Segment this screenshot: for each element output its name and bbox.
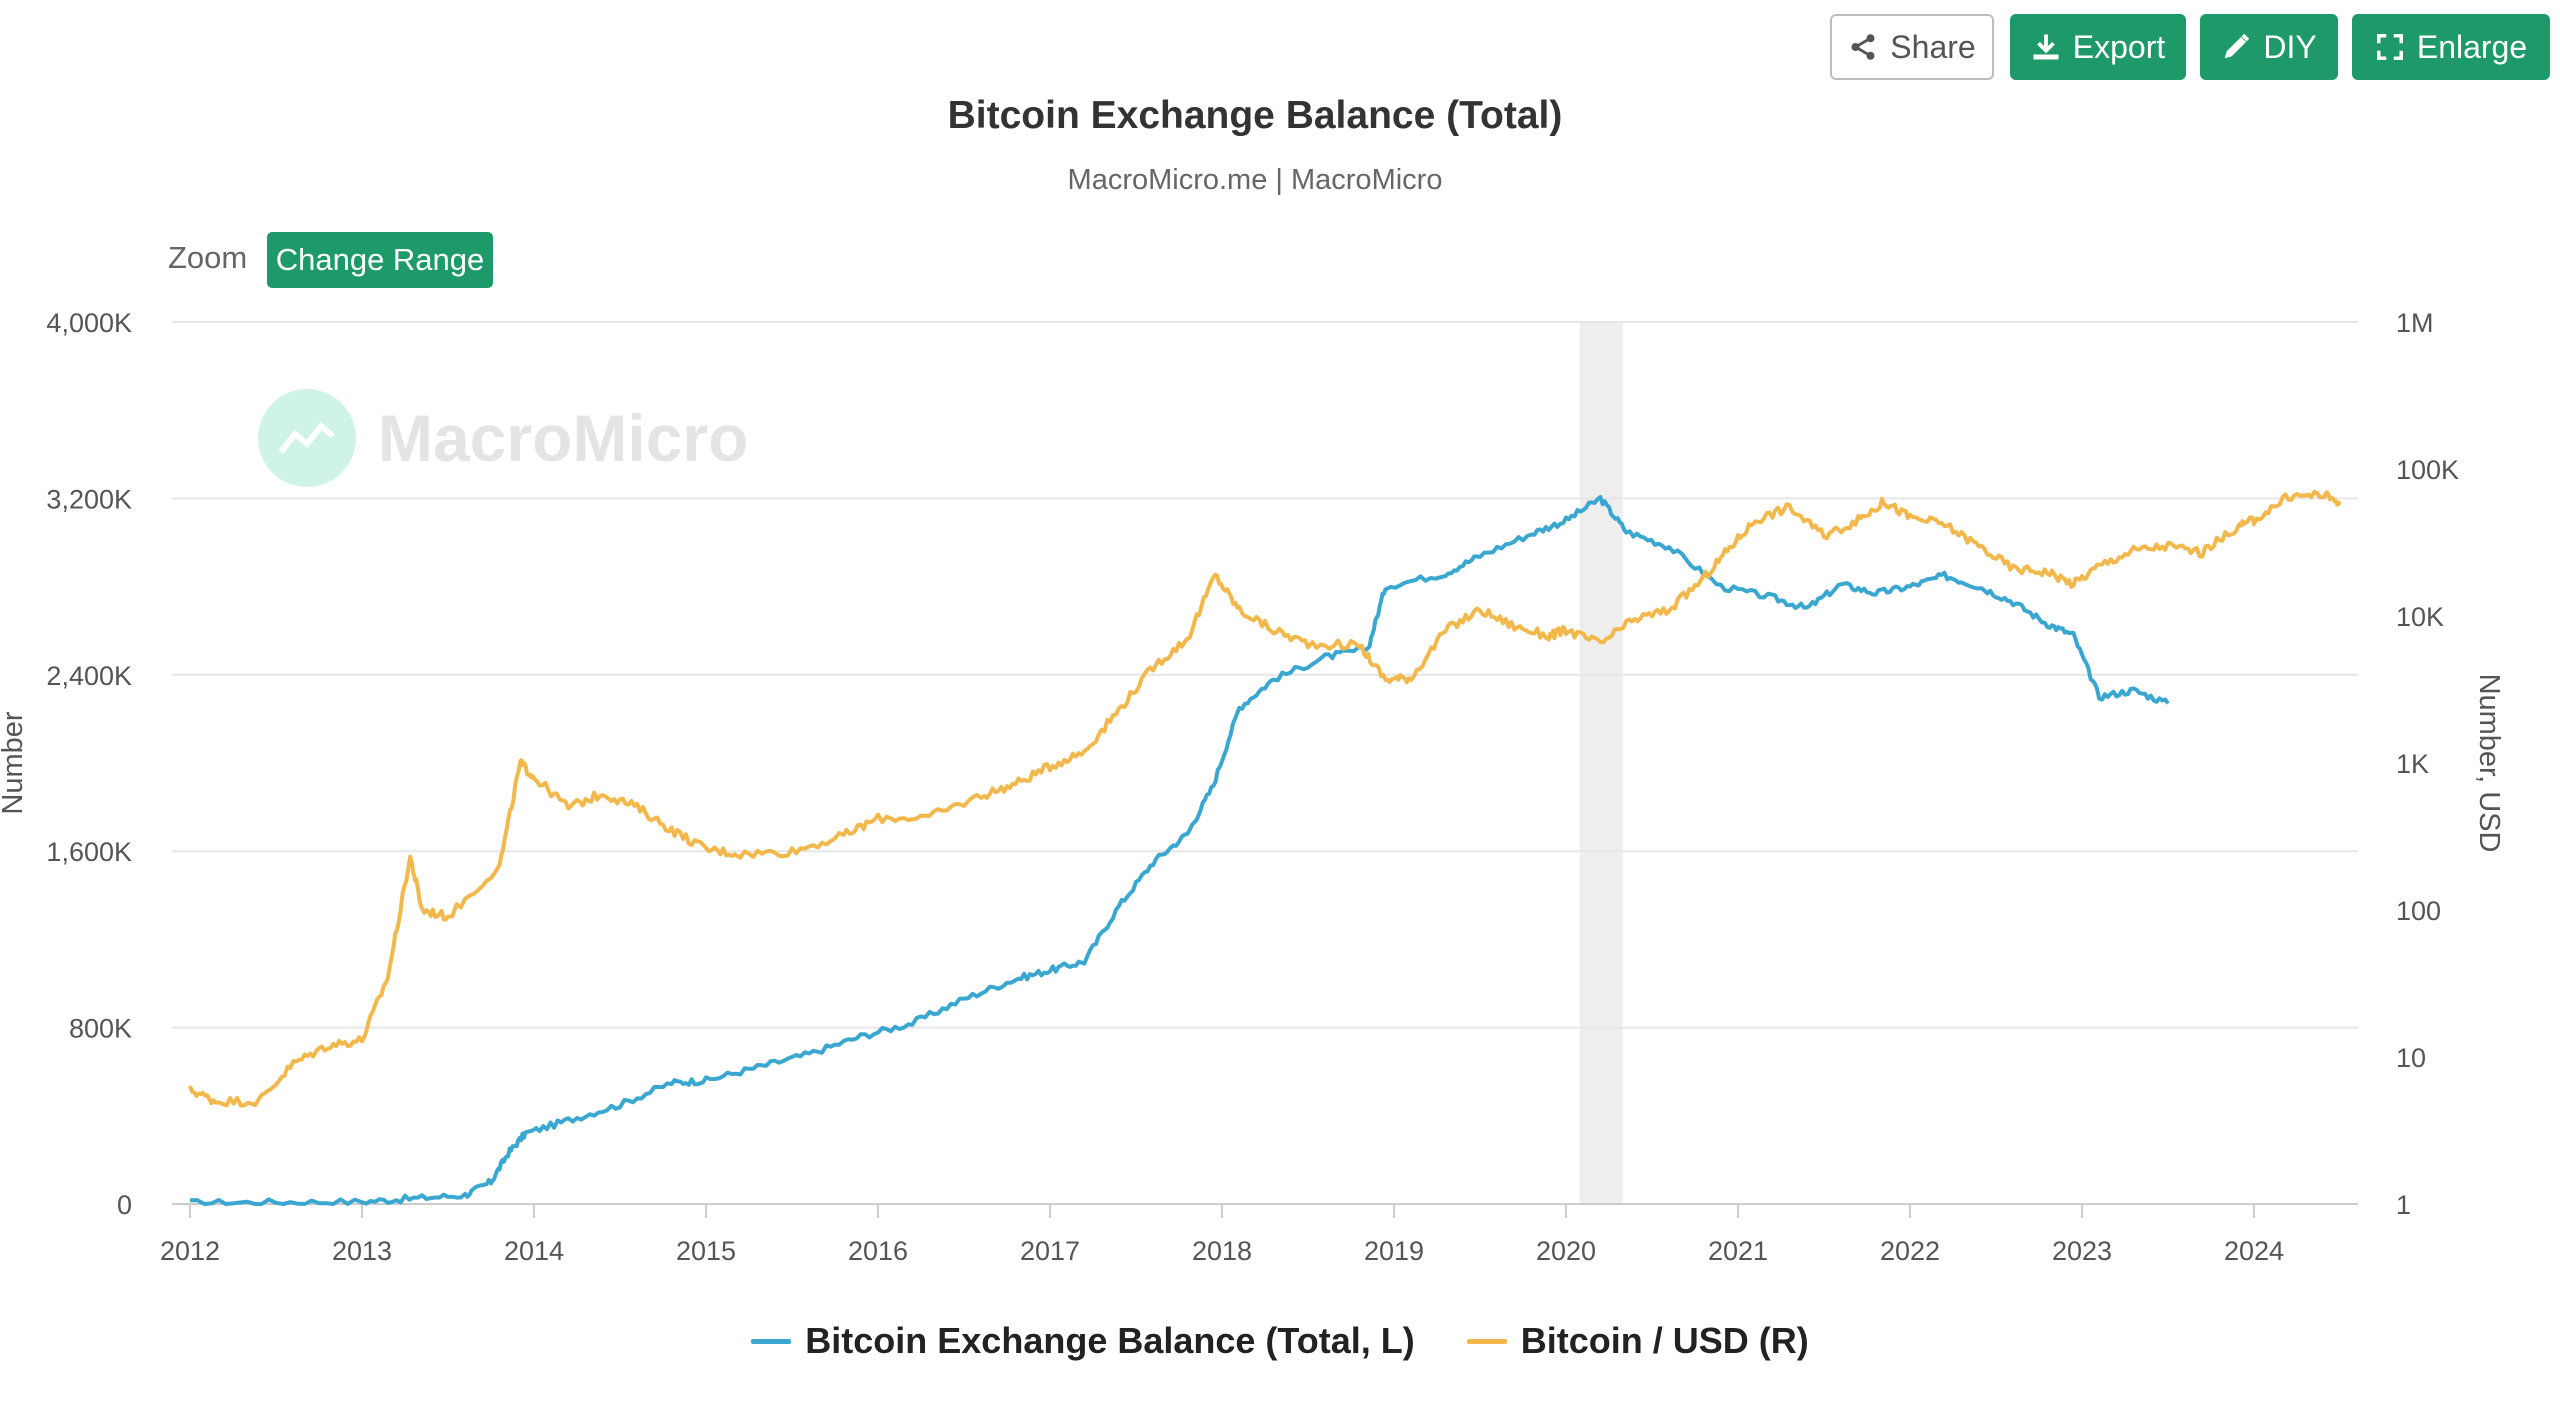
pencil-icon bbox=[2225, 33, 2250, 59]
legend-swatch-balance bbox=[751, 1338, 792, 1344]
right-tick-label: 1K bbox=[2396, 749, 2429, 779]
fullscreen-icon bbox=[2376, 34, 2403, 60]
legend-label-balance: Bitcoin Exchange Balance (Total, L) bbox=[805, 1320, 1415, 1361]
x-tick-label: 2018 bbox=[1192, 1236, 1252, 1266]
enlarge-label: Enlarge bbox=[2416, 28, 2528, 65]
download-icon bbox=[2033, 34, 2059, 60]
right-axis-title: Number, USD bbox=[2473, 674, 2505, 853]
left-tick-label: 4,000K bbox=[46, 308, 132, 338]
right-tick-label: 10 bbox=[2396, 1043, 2426, 1073]
share-label: Share bbox=[1890, 28, 1976, 65]
right-tick-label: 1 bbox=[2396, 1190, 2411, 1220]
right-tick-label: 100 bbox=[2396, 896, 2441, 926]
left-tick-label: 3,200K bbox=[46, 484, 132, 514]
x-tick-label: 2012 bbox=[160, 1236, 220, 1266]
chart-title: Bitcoin Exchange Balance (Total) bbox=[947, 94, 1563, 137]
x-tick-label: 2024 bbox=[2224, 1236, 2284, 1266]
right-tick-label: 100K bbox=[2396, 455, 2459, 485]
chart-toolbar: Share Export DIY Enlarge bbox=[1830, 14, 2560, 84]
chart-canvas: 0 800K 1,600K 2,400K 3,200K 4,000K 1 10 100 1K 10K… bbox=[0, 308, 2505, 1266]
x-tick-label: 2013 bbox=[332, 1236, 392, 1266]
chart-subtitle: MacroMicro.me | MacroMicro bbox=[1067, 164, 1443, 196]
export-button[interactable]: Export bbox=[2010, 14, 2186, 80]
macromicro-logo-icon bbox=[258, 389, 356, 487]
diy-button[interactable]: DIY bbox=[2200, 14, 2338, 80]
export-label: Export bbox=[2072, 28, 2166, 65]
x-tick-label: 2021 bbox=[1708, 1236, 1768, 1266]
series-line-price bbox=[188, 490, 2342, 1108]
chart-legend: Bitcoin Exchange Balance (Total, L) Bitc… bbox=[0, 1320, 2560, 1362]
x-tick-label: 2017 bbox=[1020, 1236, 1080, 1266]
change-range-button[interactable]: Change Range bbox=[267, 232, 493, 288]
share-button[interactable]: Share bbox=[1830, 14, 1994, 80]
x-tick-label: 2022 bbox=[1880, 1236, 1940, 1266]
diy-label: DIY bbox=[2263, 28, 2317, 65]
legend-swatch-price bbox=[1466, 1338, 1507, 1344]
shaded-period bbox=[1579, 322, 1623, 1204]
series-line-balance bbox=[189, 495, 2170, 1206]
share-icon bbox=[1851, 34, 1875, 60]
x-tick-label: 2023 bbox=[2052, 1236, 2112, 1266]
zoom-label: Zoom bbox=[168, 240, 248, 275]
legend-label-price: Bitcoin / USD (R) bbox=[1520, 1320, 1809, 1361]
watermark-text: MacroMicro bbox=[378, 401, 749, 475]
left-axis-title: Number bbox=[0, 711, 29, 814]
enlarge-button[interactable]: Enlarge bbox=[2352, 14, 2550, 80]
left-tick-label: 2,400K bbox=[46, 661, 132, 691]
watermark: MacroMicro bbox=[258, 388, 748, 488]
x-tick-label: 2014 bbox=[504, 1236, 564, 1266]
x-tick-label: 2019 bbox=[1364, 1236, 1424, 1266]
left-tick-label: 0 bbox=[117, 1190, 132, 1220]
x-tick-label: 2020 bbox=[1536, 1236, 1596, 1266]
legend-item-price[interactable]: Bitcoin / USD (R) bbox=[1466, 1320, 1809, 1362]
left-tick-label: 800K bbox=[69, 1014, 132, 1044]
left-tick-label: 1,600K bbox=[46, 837, 132, 867]
right-tick-label: 1M bbox=[2396, 308, 2434, 338]
legend-item-balance[interactable]: Bitcoin Exchange Balance (Total, L) bbox=[751, 1320, 1415, 1362]
right-tick-label: 10K bbox=[2396, 602, 2444, 632]
x-tick-label: 2016 bbox=[848, 1236, 908, 1266]
x-tick-label: 2015 bbox=[676, 1236, 736, 1266]
